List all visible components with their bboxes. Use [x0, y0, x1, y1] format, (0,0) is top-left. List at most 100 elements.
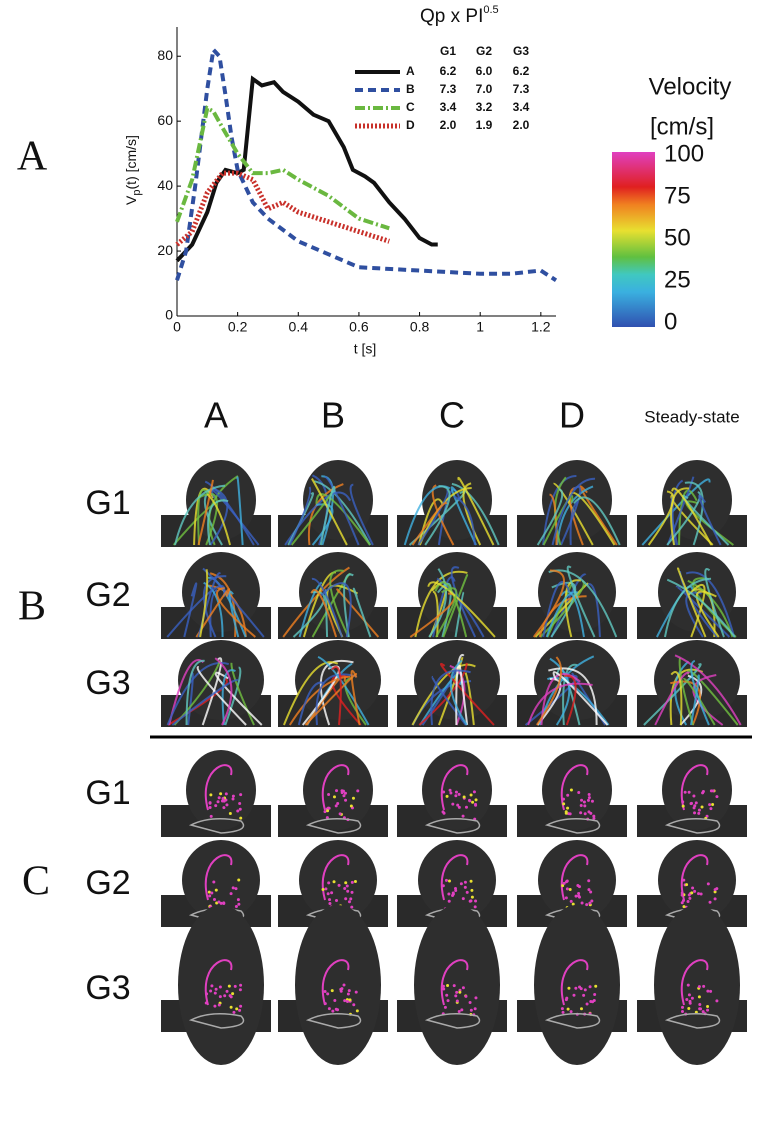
particle: [336, 802, 340, 806]
particle: [222, 799, 226, 803]
particle: [228, 811, 232, 815]
particle: [474, 899, 478, 903]
particle-path: [440, 764, 469, 811]
streamline: [664, 577, 712, 638]
streamline: [214, 671, 263, 726]
particle: [593, 993, 597, 997]
particle: [231, 886, 235, 890]
particle: [690, 891, 694, 895]
particle: [473, 905, 477, 909]
particle: [587, 796, 591, 800]
particle: [347, 900, 351, 904]
streamline: [201, 657, 223, 726]
y-tick-label: 20: [157, 242, 173, 258]
colorbar-tick-label: 50: [664, 224, 691, 251]
particle: [706, 882, 710, 886]
particle: [237, 902, 241, 906]
particle: [323, 1002, 327, 1006]
particle: [443, 1005, 447, 1009]
particle: [688, 999, 692, 1003]
particle: [324, 887, 328, 891]
particle: [577, 894, 581, 898]
particle: [591, 1000, 595, 1004]
particle: [474, 803, 478, 807]
aneurysm: [542, 750, 612, 830]
particle: [687, 1006, 691, 1010]
particle: [350, 890, 354, 894]
particle: [562, 797, 566, 801]
column-header: A: [204, 395, 228, 436]
legend-column: G3: [513, 44, 529, 58]
particle-path: [321, 959, 350, 1006]
aneurysm: [414, 905, 500, 1065]
flow-image: [637, 640, 747, 727]
streamline: [540, 673, 581, 726]
particle-path: [560, 959, 589, 1006]
streamline: [196, 666, 247, 726]
particle: [346, 889, 350, 893]
particle: [462, 795, 466, 799]
streamline: [215, 587, 256, 638]
aneurysm: [534, 905, 620, 1065]
particle: [574, 986, 578, 990]
streamline: [553, 482, 594, 546]
particle: [456, 803, 460, 807]
particle: [455, 999, 459, 1003]
streamline: [336, 588, 380, 638]
particle: [562, 802, 566, 806]
flow-image: [517, 640, 627, 727]
streamline: [214, 657, 233, 726]
flow-image: [517, 750, 627, 837]
particle: [343, 886, 347, 890]
particle: [469, 899, 473, 903]
particle: [231, 797, 235, 801]
particle: [442, 811, 446, 815]
legend-title: Qp x PI0.5: [420, 4, 499, 27]
particle: [234, 887, 238, 891]
particle: [212, 898, 216, 902]
particle: [346, 992, 350, 996]
particle: [321, 887, 325, 891]
particle: [238, 801, 242, 805]
outline: [424, 1013, 481, 1029]
streamline: [464, 672, 475, 726]
particle: [207, 890, 211, 894]
streamline: [569, 501, 579, 546]
x-axis-label: t [s]: [354, 341, 377, 357]
particle: [224, 792, 228, 796]
streamline: [435, 587, 458, 638]
streamline: [323, 476, 360, 546]
aneurysm: [658, 840, 736, 920]
streamline: [671, 487, 713, 546]
particle: [334, 1007, 338, 1011]
particle: [323, 989, 327, 993]
particle: [223, 994, 227, 998]
particle: [325, 816, 329, 820]
particle: [232, 1010, 236, 1014]
particle: [693, 804, 697, 808]
particle: [328, 898, 332, 902]
particle: [680, 891, 684, 895]
streamline: [546, 676, 610, 726]
streamline: [569, 487, 584, 546]
flow-image: [637, 905, 747, 1065]
flow-image: [161, 750, 271, 837]
particle: [208, 806, 212, 810]
colorbar-tick-label: 75: [664, 182, 691, 209]
streamline: [552, 671, 609, 726]
particle: [687, 790, 691, 794]
particle: [473, 1007, 477, 1011]
particle: [588, 985, 592, 989]
streamline: [311, 503, 334, 546]
particle: [572, 993, 576, 997]
streamline: [641, 478, 711, 546]
particle: [579, 804, 583, 808]
aneurysm: [178, 905, 264, 1065]
particle: [239, 793, 243, 797]
particle: [709, 807, 713, 811]
particle: [715, 999, 719, 1003]
particle: [447, 899, 451, 903]
flow-image: [397, 460, 507, 547]
particle: [234, 905, 238, 909]
particle: [442, 790, 446, 794]
